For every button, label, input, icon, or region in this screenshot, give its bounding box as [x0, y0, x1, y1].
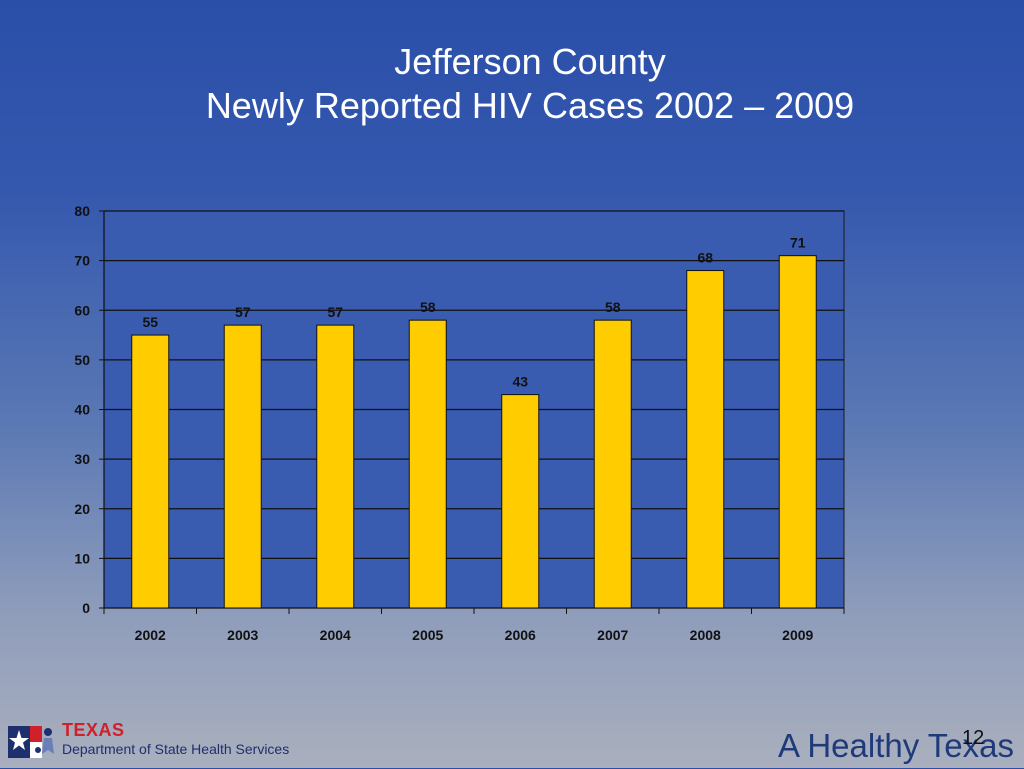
- y-tick-label: 30: [74, 451, 90, 467]
- data-label-2008: 68: [697, 250, 713, 266]
- texas-dshs-logo: TEXAS Department of State Health Service…: [8, 720, 308, 766]
- slide-title-line1: Jefferson County: [394, 41, 666, 82]
- x-tick-label-2004: 2004: [320, 627, 351, 643]
- slide-title-line2: Newly Reported HIV Cases 2002 – 2009: [205, 85, 855, 126]
- bar-2006: [501, 394, 540, 609]
- x-tick-label-2005: 2005: [412, 627, 443, 643]
- bar-2008: [686, 270, 725, 609]
- bar-2007: [593, 319, 632, 609]
- bar-2002: [131, 334, 170, 609]
- texas-star-logo-icon: [8, 726, 54, 758]
- y-tick-label: 70: [74, 253, 90, 269]
- y-tick-label: 10: [74, 550, 90, 566]
- logo-texas-text: TEXAS: [62, 720, 125, 740]
- bar-2003: [223, 324, 262, 609]
- y-tick-label: 80: [74, 203, 90, 219]
- x-tick-label-2002: 2002: [135, 627, 166, 643]
- bar-chart: 0 10 20 30 40 50 60 70 80 55 2002 57 2003 57 2004 58 200…: [74, 203, 845, 643]
- data-label-2006: 43: [512, 374, 528, 390]
- bar-2004: [316, 324, 355, 609]
- y-tick-label: 20: [74, 501, 90, 517]
- x-tick-label-2003: 2003: [227, 627, 258, 643]
- logo-department-text: Department of State Health Services: [62, 741, 290, 757]
- data-label-2002: 55: [142, 314, 158, 330]
- x-tick-label-2009: 2009: [782, 627, 813, 643]
- data-label-2004: 57: [327, 304, 343, 320]
- x-tick-label-2007: 2007: [597, 627, 628, 643]
- tagline: A Healthy Texas: [777, 727, 1014, 764]
- page-number: 12: [962, 727, 985, 749]
- data-label-2007: 58: [605, 299, 621, 315]
- data-label-2009: 71: [790, 235, 806, 251]
- x-tick-label-2008: 2008: [690, 627, 721, 643]
- x-tick-label-2006: 2006: [505, 627, 536, 643]
- data-label-2003: 57: [235, 304, 251, 320]
- bar-2005: [408, 319, 447, 609]
- data-label-2005: 58: [420, 299, 436, 315]
- slide-title: Jefferson County Newly Reported HIV Case…: [0, 40, 1024, 128]
- y-tick-label: 40: [74, 402, 90, 418]
- y-tick-label: 60: [74, 302, 90, 318]
- y-tick-label: 50: [74, 352, 90, 368]
- bar-2009: [778, 255, 817, 609]
- y-tick-label: 0: [82, 600, 90, 616]
